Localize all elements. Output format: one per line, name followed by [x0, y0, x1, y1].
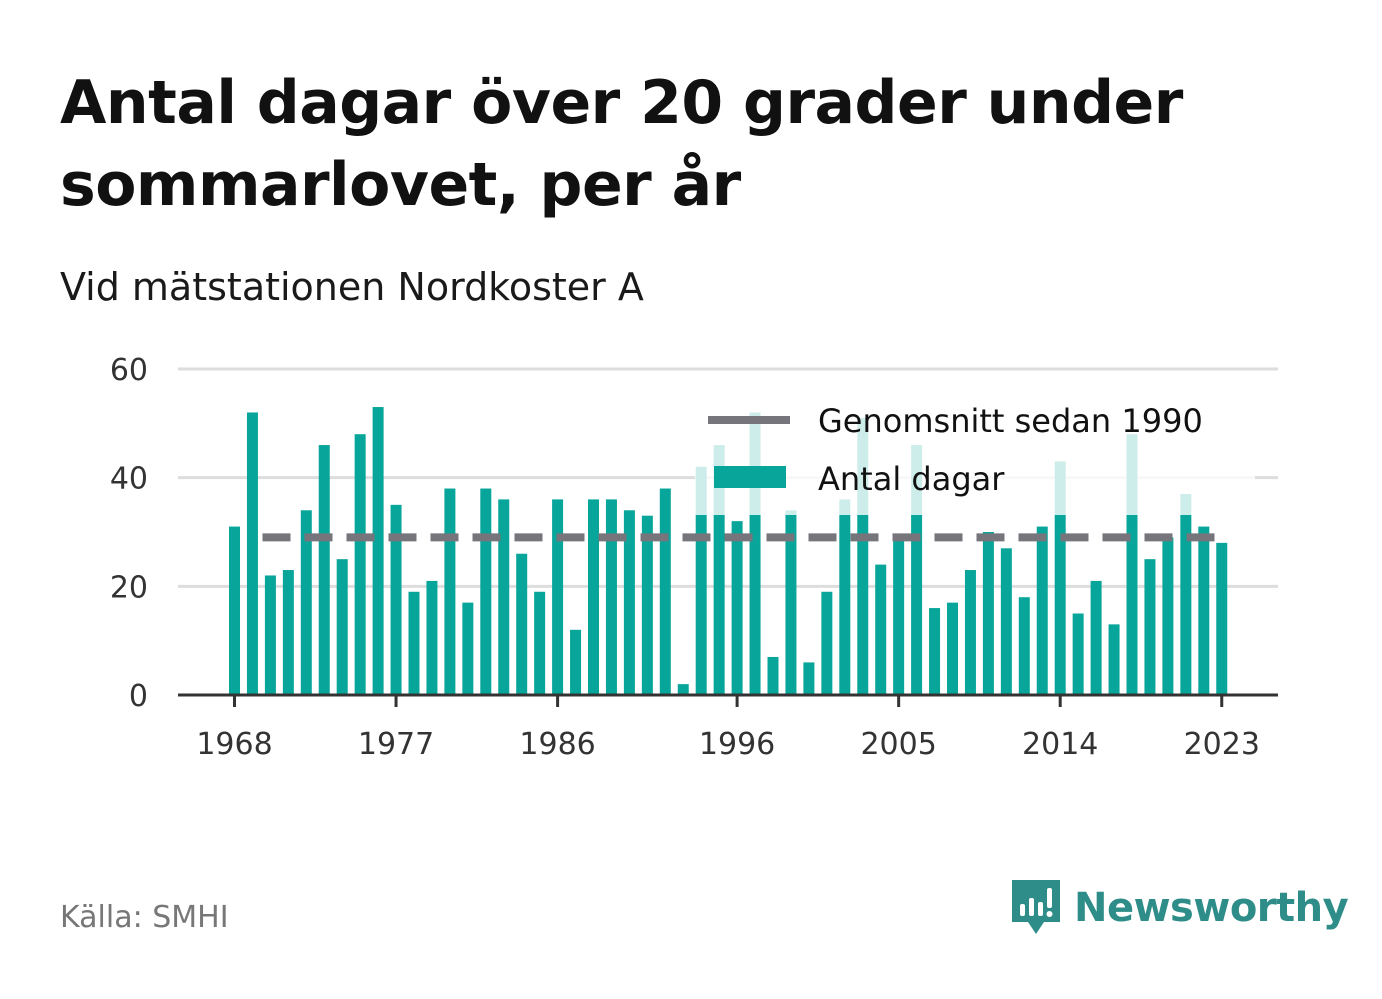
y-tick-label: 40: [110, 462, 148, 497]
bar-2006: [911, 445, 923, 695]
bar-2017: [1108, 624, 1120, 695]
bar-1976: [372, 407, 384, 695]
bar-1979: [426, 580, 438, 695]
bar-1968: [229, 526, 240, 695]
bar-1983: [498, 499, 510, 695]
bar-2003: [857, 417, 869, 695]
bars: [229, 407, 1228, 695]
bar-1987: [570, 629, 582, 695]
bar-2015: [1072, 613, 1084, 695]
bar-2011: [1000, 548, 1012, 695]
bar-1999: [785, 510, 797, 695]
y-tick-label: 60: [110, 353, 148, 388]
bar-2010: [982, 532, 994, 695]
bar-2005: [893, 537, 905, 695]
bar-1974: [336, 559, 348, 695]
bar-2021: [1180, 493, 1192, 695]
x-tick-label: 1996: [699, 727, 775, 762]
bar-1989: [605, 499, 617, 695]
axes: 0 20 40 60 1968 1977 1986 1996 2005 2014 2023: [110, 353, 1278, 762]
bar-1995: [713, 445, 725, 695]
source-note: Källa: SMHI: [60, 900, 229, 935]
bar-1985: [534, 591, 546, 695]
bar-2000: [803, 662, 815, 695]
bar-2004: [875, 564, 887, 695]
bar-1972: [300, 510, 312, 695]
brand-logo: Newsworthy: [1010, 878, 1349, 938]
legend-bar-label: Antal dagar: [818, 460, 1005, 498]
x-tick-label: 1977: [358, 727, 434, 762]
bar-2009: [964, 570, 976, 695]
bar-1978: [408, 591, 420, 695]
bar-2012: [1018, 597, 1030, 695]
bar-1969: [246, 412, 258, 695]
bar-1993: [677, 684, 689, 695]
brand-name: Newsworthy: [1074, 885, 1349, 931]
bar-1982: [480, 488, 492, 695]
bar-2016: [1090, 580, 1102, 695]
bar-1992: [659, 488, 671, 695]
bar-2023: [1216, 542, 1228, 695]
chart-title: Antal dagar över 20 grader under sommarl…: [60, 68, 1183, 220]
bar-1998: [767, 656, 779, 695]
bar-1996: [731, 521, 743, 695]
bar-2014: [1054, 461, 1066, 695]
bar-1973: [318, 445, 330, 695]
bar-1970: [264, 575, 276, 695]
x-tick-label: 2014: [1022, 727, 1098, 762]
bar-2022: [1198, 526, 1210, 695]
chart-subtitle: Vid mätstationen Nordkoster A: [60, 265, 644, 309]
newsworthy-icon: [1012, 880, 1060, 934]
legend-backdrop: [695, 393, 1255, 515]
x-tick-label: 2023: [1184, 727, 1260, 762]
bar-2007: [929, 608, 941, 695]
bar-1990: [623, 510, 635, 695]
bar-1997: [749, 412, 761, 695]
bar-1981: [462, 602, 474, 695]
legend: Genomsnitt sedan 1990 Antal dagar: [695, 393, 1255, 515]
bar-1975: [354, 434, 366, 695]
bar-1986: [552, 499, 564, 695]
legend-average-label: Genomsnitt sedan 1990: [818, 402, 1203, 440]
x-tick-label: 1986: [519, 727, 595, 762]
bar-1984: [516, 553, 528, 695]
y-tick-label: 0: [129, 679, 148, 714]
x-tick-label: 1968: [196, 727, 272, 762]
bar-1980: [444, 488, 456, 695]
bar-1971: [282, 570, 294, 695]
bar-2001: [821, 591, 833, 695]
bar-2002: [839, 499, 851, 695]
bar-chart: Genomsnitt sedan 1990 Antal dagar 0 20 40 6…: [110, 353, 1278, 762]
legend-bar-swatch: [714, 466, 786, 488]
bar-1994: [695, 466, 707, 695]
bar-2008: [947, 602, 958, 695]
bar-1988: [588, 499, 599, 695]
bar-1977: [390, 504, 402, 695]
bar-2020: [1162, 537, 1174, 695]
bar-2018: [1126, 434, 1138, 695]
y-tick-label: 20: [110, 570, 148, 605]
bar-2013: [1036, 526, 1048, 695]
x-tick-label: 2005: [860, 727, 936, 762]
bar-1991: [641, 515, 653, 695]
bar-2019: [1144, 559, 1156, 695]
